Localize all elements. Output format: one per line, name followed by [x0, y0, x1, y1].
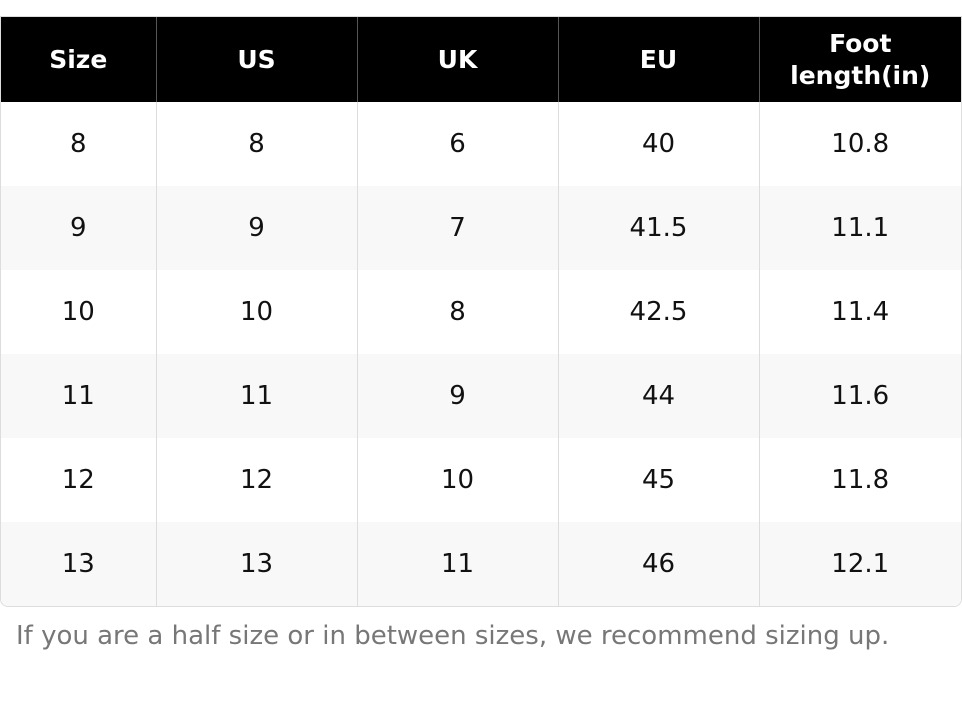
table-cell: 45 [557, 438, 759, 522]
column-header: Size [1, 17, 156, 102]
table-row: 11 11 9 44 11.6 [1, 354, 961, 438]
table-cell: 42.5 [557, 270, 759, 354]
table-cell: 11 [356, 522, 558, 606]
column-header: US [155, 17, 357, 102]
table-row: 9 9 7 41.5 11.1 [1, 186, 961, 270]
table-cell: 6 [356, 102, 558, 186]
column-header: EU [557, 17, 759, 102]
table-cell: 10 [61, 297, 95, 327]
table-cell: 10.8 [758, 102, 961, 186]
table-cell: 10 [155, 270, 357, 354]
table-cell: 7 [356, 186, 558, 270]
table-head: Size US UK EU Foot length(in) [1, 17, 961, 102]
table-cell: 44 [557, 354, 759, 438]
table-cell: 11 [1, 354, 156, 438]
table-cell: 13 [155, 522, 357, 606]
table-cell: 11 [155, 354, 357, 438]
table-body: 8 8 6 40 10.8 9 9 7 41.5 11.1 10 10 8 42.5 11.4 11 11 9 44… [1, 102, 961, 606]
table-cell: 12 [61, 465, 95, 495]
table-cell: 13 [1, 522, 156, 606]
table-row: 8 8 6 40 10.8 [1, 102, 961, 186]
table-cell: 41.5 [557, 186, 759, 270]
size-chart: Size US UK EU Foot length(in) 8 8 6 40 10.8 9 9 7 41… [0, 16, 962, 607]
table-cell: 46 [557, 522, 759, 606]
table-row: 13 13 11 46 12.1 [1, 522, 961, 606]
size-table: Size US UK EU Foot length(in) 8 8 6 40 10.8 9 9 7 41… [1, 17, 961, 606]
size-note: If you are a half size or in between siz… [16, 621, 890, 651]
column-header: Foot length(in) [758, 17, 961, 102]
header-row: Size US UK EU Foot length(in) [1, 17, 961, 102]
table-cell: 11.1 [758, 186, 961, 270]
table-cell: 12.1 [758, 522, 961, 606]
table-cell: 40 [557, 102, 759, 186]
table-cell: 10 [356, 438, 558, 522]
table-cell: 11.6 [758, 354, 961, 438]
table-row: 10 10 8 42.5 11.4 [1, 270, 961, 354]
table-row: 12 12 10 45 11.8 [1, 438, 961, 522]
table-cell: 12 [155, 438, 357, 522]
table-cell: 9 [356, 354, 558, 438]
table-cell: 8 [69, 129, 87, 159]
column-header: UK [356, 17, 558, 102]
table-cell: 8 [155, 102, 357, 186]
table-cell: 9 [1, 186, 156, 270]
table-cell: 11.8 [758, 438, 961, 522]
table-cell: 8 [356, 270, 558, 354]
table-cell: 11.4 [758, 270, 961, 354]
table-cell: 9 [155, 186, 357, 270]
